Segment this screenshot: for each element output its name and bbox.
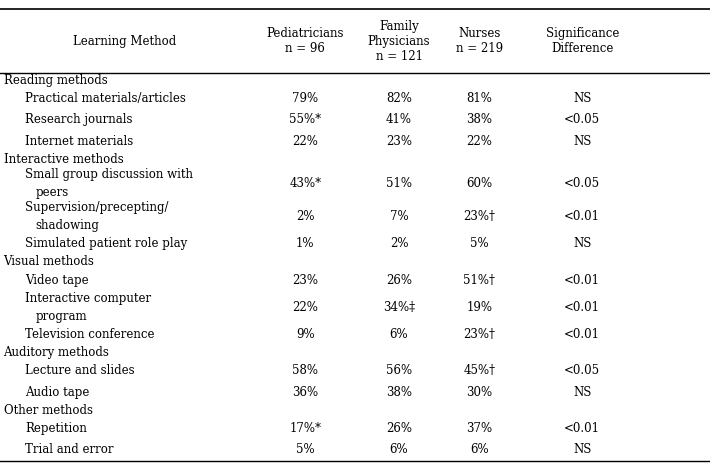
Text: Visual methods: Visual methods xyxy=(4,255,94,268)
Text: 38%: 38% xyxy=(386,386,412,399)
Text: Interactive computer: Interactive computer xyxy=(25,291,151,305)
Text: Reading methods: Reading methods xyxy=(4,74,107,87)
Text: Practical materials/articles: Practical materials/articles xyxy=(25,92,186,105)
Text: 26%: 26% xyxy=(386,274,412,287)
Text: 22%: 22% xyxy=(293,135,318,148)
Text: 9%: 9% xyxy=(296,328,315,341)
Text: <0.01: <0.01 xyxy=(564,210,600,223)
Text: NS: NS xyxy=(573,92,591,105)
Text: 38%: 38% xyxy=(466,113,492,126)
Text: 43%*: 43%* xyxy=(289,177,322,190)
Text: Video tape: Video tape xyxy=(25,274,89,287)
Text: 41%: 41% xyxy=(386,113,412,126)
Text: 30%: 30% xyxy=(466,386,492,399)
Text: 36%: 36% xyxy=(293,386,318,399)
Text: 22%: 22% xyxy=(293,301,318,314)
Text: <0.05: <0.05 xyxy=(564,177,600,190)
Text: Pediatricians
n = 96: Pediatricians n = 96 xyxy=(266,27,344,55)
Text: 26%: 26% xyxy=(386,422,412,435)
Text: Repetition: Repetition xyxy=(25,422,87,435)
Text: 56%: 56% xyxy=(386,364,412,377)
Text: Audio tape: Audio tape xyxy=(25,386,89,399)
Text: Small group discussion with: Small group discussion with xyxy=(25,168,193,180)
Text: <0.01: <0.01 xyxy=(564,274,600,287)
Text: Interactive methods: Interactive methods xyxy=(4,153,124,166)
Text: 22%: 22% xyxy=(466,135,492,148)
Text: 58%: 58% xyxy=(293,364,318,377)
Text: <0.01: <0.01 xyxy=(564,328,600,341)
Text: <0.01: <0.01 xyxy=(564,301,600,314)
Text: 2%: 2% xyxy=(390,237,408,250)
Text: NS: NS xyxy=(573,135,591,148)
Text: 2%: 2% xyxy=(296,210,315,223)
Text: 79%: 79% xyxy=(293,92,318,105)
Text: 23%: 23% xyxy=(293,274,318,287)
Text: 51%†: 51%† xyxy=(464,274,495,287)
Text: 23%†: 23%† xyxy=(464,210,495,223)
Text: 6%: 6% xyxy=(390,328,408,341)
Text: Learning Method: Learning Method xyxy=(72,35,176,47)
Text: Family
Physicians
n = 121: Family Physicians n = 121 xyxy=(368,20,430,63)
Text: 45%†: 45%† xyxy=(463,364,496,377)
Text: Simulated patient role play: Simulated patient role play xyxy=(25,237,187,250)
Text: 6%: 6% xyxy=(390,443,408,456)
Text: NS: NS xyxy=(573,443,591,456)
Text: <0.05: <0.05 xyxy=(564,364,600,377)
Text: Lecture and slides: Lecture and slides xyxy=(25,364,134,377)
Text: 55%*: 55%* xyxy=(289,113,322,126)
Text: Other methods: Other methods xyxy=(4,404,92,417)
Text: 5%: 5% xyxy=(470,237,488,250)
Text: 6%: 6% xyxy=(470,443,488,456)
Text: 19%: 19% xyxy=(466,301,492,314)
Text: 51%: 51% xyxy=(386,177,412,190)
Text: 82%: 82% xyxy=(386,92,412,105)
Text: Significance
Difference: Significance Difference xyxy=(545,27,619,55)
Text: 5%: 5% xyxy=(296,443,315,456)
Text: NS: NS xyxy=(573,386,591,399)
Text: 81%: 81% xyxy=(466,92,492,105)
Text: 23%: 23% xyxy=(386,135,412,148)
Text: program: program xyxy=(36,310,87,323)
Text: NS: NS xyxy=(573,237,591,250)
Text: 37%: 37% xyxy=(466,422,492,435)
Text: Internet materials: Internet materials xyxy=(25,135,133,148)
Text: Research journals: Research journals xyxy=(25,113,132,126)
Text: 60%: 60% xyxy=(466,177,492,190)
Text: 17%*: 17%* xyxy=(289,422,322,435)
Text: Television conference: Television conference xyxy=(25,328,154,341)
Text: shadowing: shadowing xyxy=(36,219,99,232)
Text: 23%†: 23%† xyxy=(464,328,495,341)
Text: <0.01: <0.01 xyxy=(564,422,600,435)
Text: peers: peers xyxy=(36,186,69,199)
Text: Auditory methods: Auditory methods xyxy=(4,346,109,359)
Text: Supervision/precepting/: Supervision/precepting/ xyxy=(25,201,168,214)
Text: <0.05: <0.05 xyxy=(564,113,600,126)
Text: 1%: 1% xyxy=(296,237,315,250)
Text: 34%‡: 34%‡ xyxy=(383,301,415,314)
Text: 7%: 7% xyxy=(390,210,408,223)
Text: Trial and error: Trial and error xyxy=(25,443,114,456)
Text: Nurses
n = 219: Nurses n = 219 xyxy=(456,27,503,55)
